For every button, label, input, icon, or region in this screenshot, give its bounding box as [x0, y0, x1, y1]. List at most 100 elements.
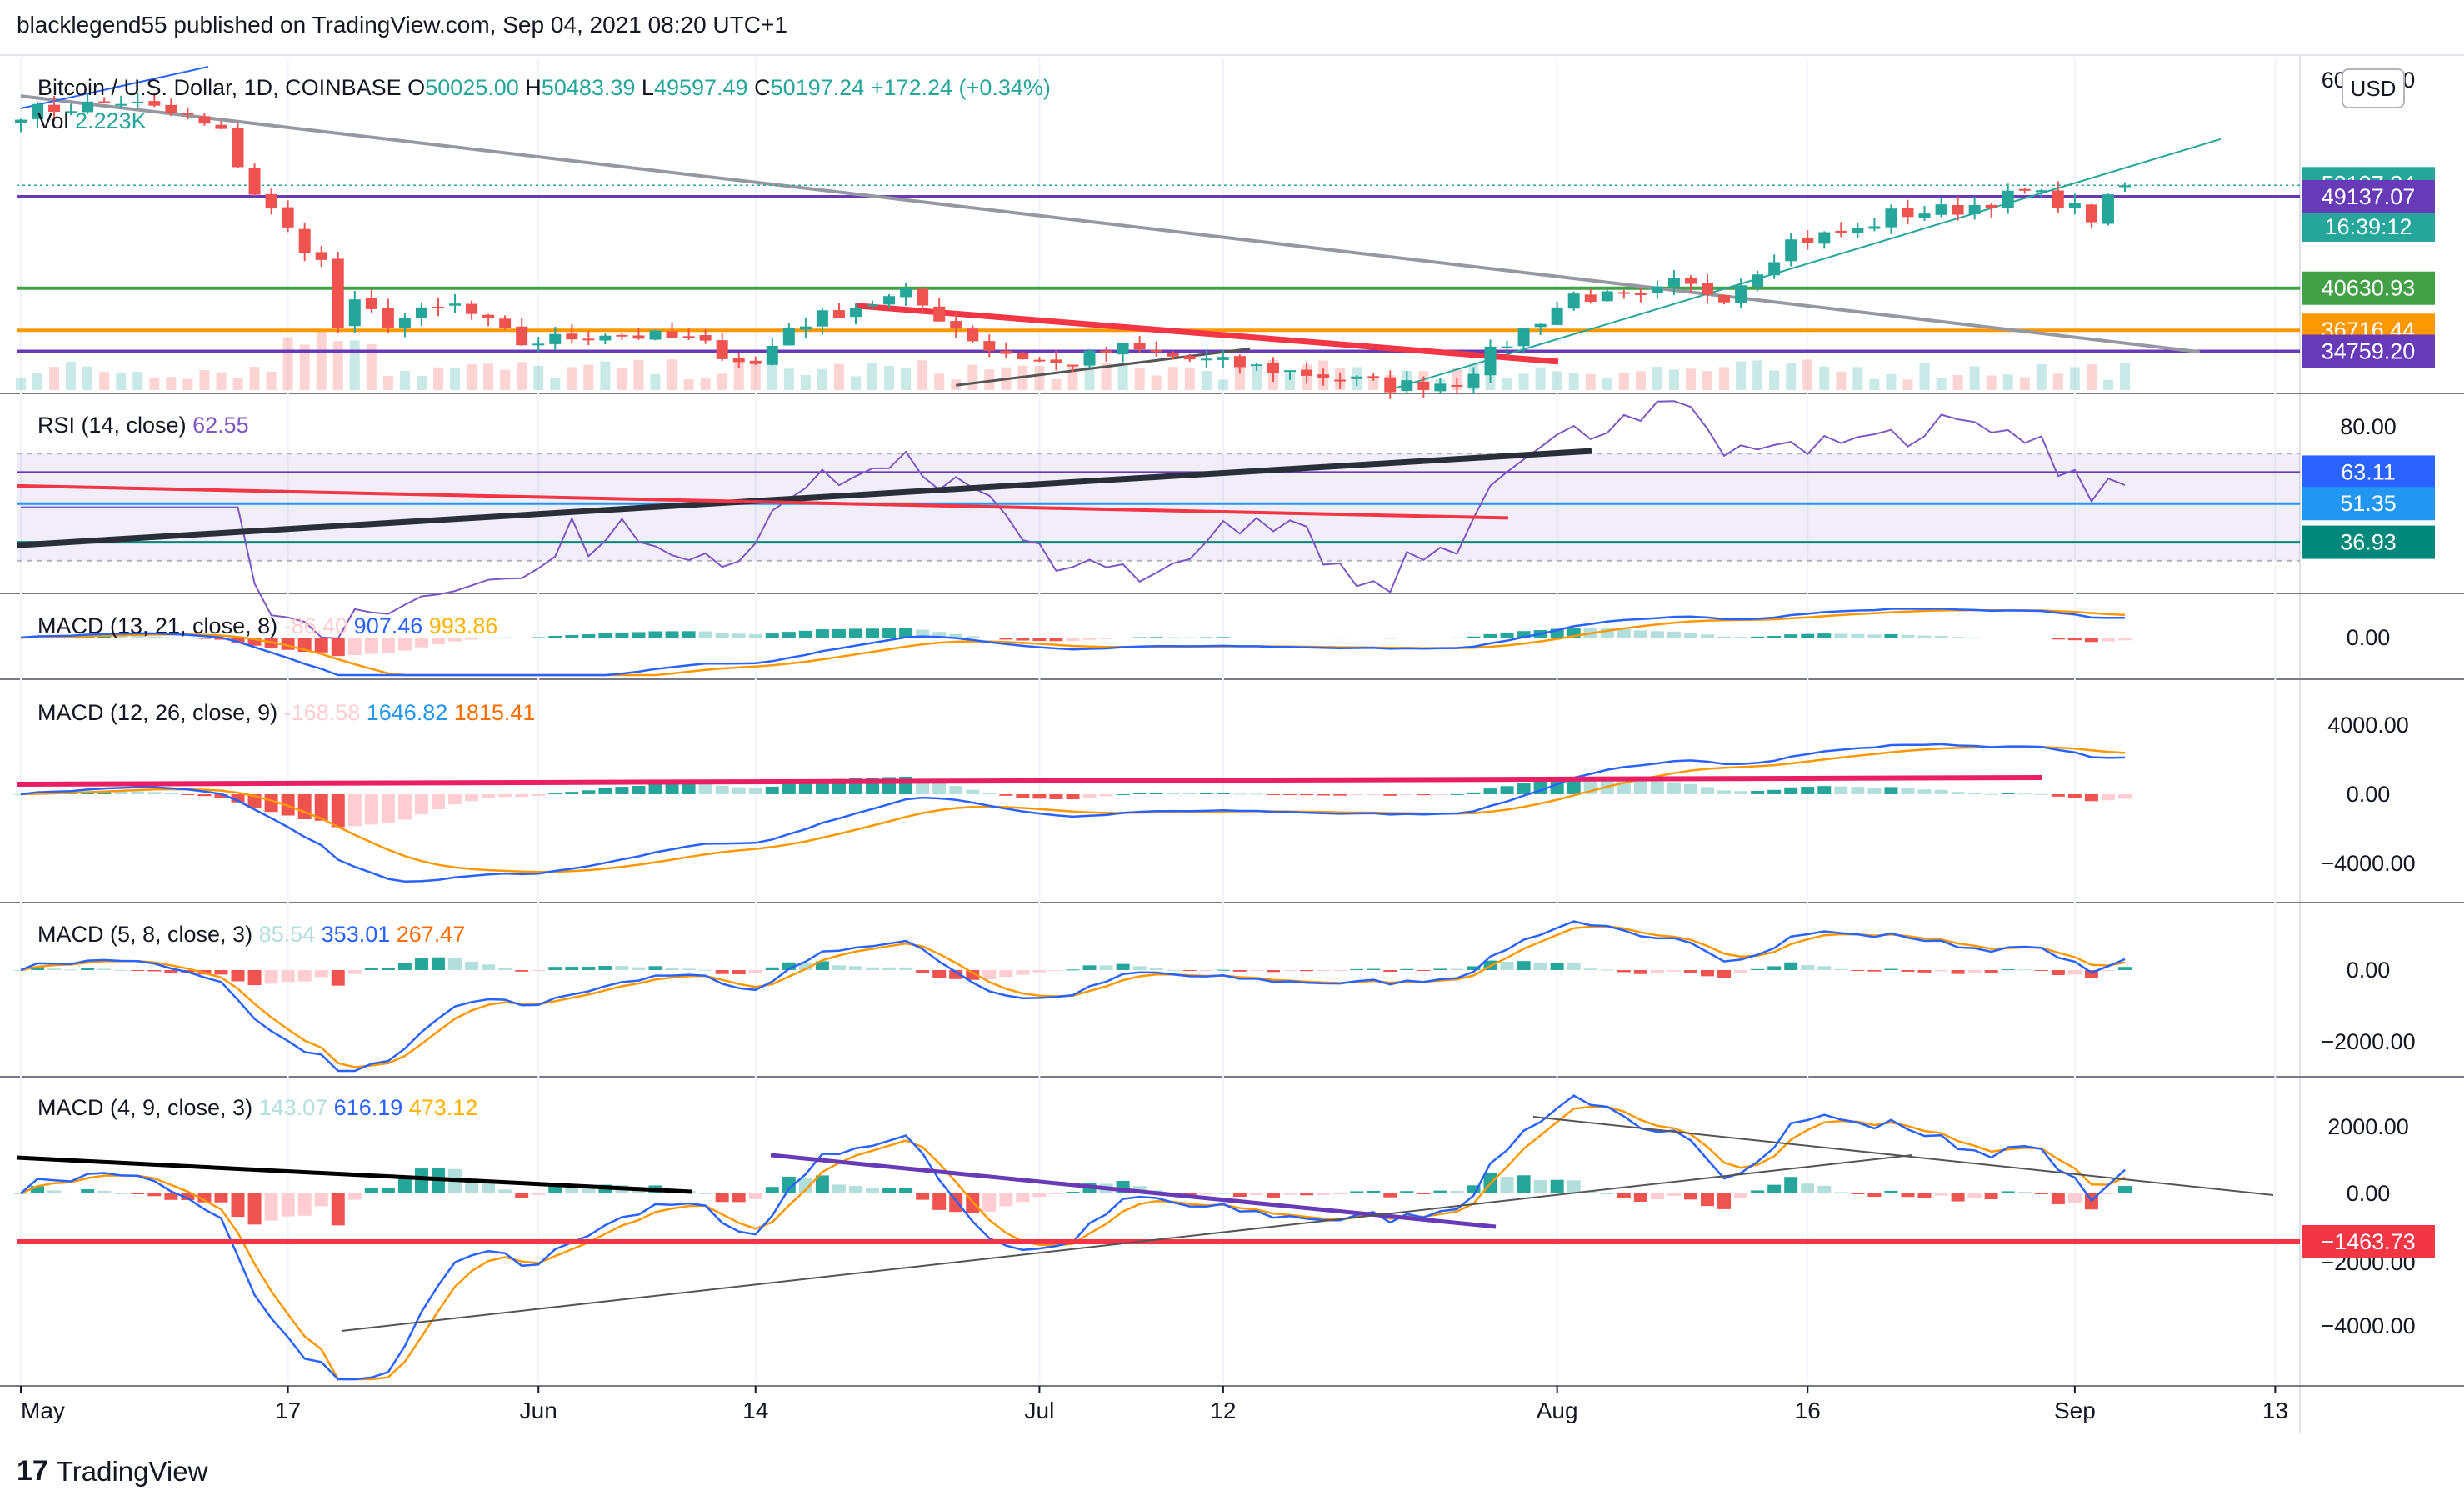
- histogram-bar: [1667, 782, 1681, 794]
- histogram-bar: [147, 1193, 162, 1197]
- histogram-bar: [448, 638, 462, 642]
- candle-body: [1284, 370, 1297, 373]
- histogram-bar: [1350, 1191, 1364, 1193]
- histogram-bar: [1583, 968, 1597, 970]
- volume-bar: [266, 371, 277, 390]
- histogram-bar: [414, 958, 428, 970]
- histogram-bar: [1984, 1193, 1998, 1200]
- histogram-bar: [682, 631, 696, 638]
- histogram-bar: [197, 1193, 212, 1203]
- histogram-bar: [632, 632, 646, 638]
- histogram-bar: [1266, 794, 1280, 795]
- volume-bar: [1217, 379, 1228, 390]
- histogram-bar: [916, 629, 930, 638]
- currency-button[interactable]: USD: [2342, 68, 2405, 108]
- volume-bar: [1685, 368, 1696, 390]
- histogram-bar: [648, 631, 662, 638]
- price-label-bg: [2302, 487, 2435, 521]
- legend-value: Bitcoin / U.S. Dollar, 1D, COINBASE: [37, 75, 407, 100]
- legend-value: C: [754, 75, 771, 100]
- histogram-bar: [2001, 1191, 2015, 1193]
- histogram-bar: [1934, 789, 1948, 794]
- histogram-bar: [1032, 1193, 1047, 1198]
- histogram-bar: [1533, 1179, 1547, 1193]
- volume-bar: [667, 359, 677, 390]
- histogram-bar: [1851, 633, 1865, 638]
- histogram-bar: [231, 970, 245, 982]
- histogram-bar: [1066, 794, 1080, 800]
- footer-brand[interactable]: 17 TradingView: [17, 1455, 207, 1488]
- legend-value: MACD (12, 26, close, 9): [37, 700, 284, 725]
- candle-body: [1935, 204, 1947, 215]
- candle-body: [1117, 343, 1129, 355]
- histogram-bar: [482, 964, 496, 970]
- legend-value: 1815.41: [454, 700, 536, 725]
- macd-4-9-pane[interactable]: [14, 1094, 2300, 1381]
- candle-body: [282, 207, 294, 228]
- histogram-bar: [1633, 1193, 1647, 1203]
- histogram-bar: [715, 633, 729, 638]
- price-axis-label: 2000.00: [2327, 1114, 2409, 1139]
- histogram-bar: [2067, 794, 2082, 798]
- histogram-bar: [1701, 787, 1715, 794]
- tradingview-logo-icon: 17: [17, 1455, 48, 1487]
- histogram-bar: [2051, 638, 2065, 640]
- volume-bar: [1184, 368, 1195, 390]
- histogram-bar: [899, 967, 913, 970]
- price-axis-label: 34759.20: [2322, 338, 2416, 363]
- price-axis-label: −1463.73: [2321, 1229, 2415, 1254]
- price-axis[interactable]: 60000.0050197.2416:39:1249137.0740630.93…: [2302, 68, 2435, 1338]
- legend-row: Bitcoin / U.S. Dollar, 1D, COINBASE O500…: [37, 75, 1051, 100]
- macd-5-8-pane[interactable]: [14, 920, 2132, 1073]
- histogram-bar: [331, 794, 345, 828]
- macd-12-26-pane[interactable]: [14, 743, 2132, 883]
- histogram-bar: [465, 638, 479, 640]
- histogram-bar: [397, 794, 412, 820]
- histogram-bar: [1266, 1193, 1280, 1198]
- histogram-bar: [1082, 638, 1097, 640]
- volume-bar: [2019, 377, 2030, 390]
- histogram-bar: [999, 638, 1013, 640]
- macd-13-21-pane[interactable]: [14, 608, 2132, 677]
- histogram-bar: [197, 794, 212, 797]
- candle-body: [1017, 353, 1029, 360]
- histogram-bar: [1600, 628, 1614, 638]
- histogram-bar: [932, 970, 947, 978]
- price-axis-label: 80.00: [2340, 414, 2397, 439]
- histogram-bar: [2118, 794, 2132, 799]
- histogram-bar: [682, 783, 696, 794]
- histogram-bar: [1817, 633, 1832, 638]
- legend-value: 50025.00: [425, 75, 525, 100]
- histogram-bar: [815, 629, 829, 638]
- histogram-bar: [665, 968, 679, 970]
- rsi-pane[interactable]: [16, 400, 2300, 640]
- countdown-bg: [2302, 212, 2435, 242]
- histogram-bar: [665, 631, 679, 638]
- histogram-bar: [798, 962, 812, 970]
- volume-bar: [349, 340, 360, 390]
- histogram-bar: [1232, 1193, 1247, 1198]
- histogram-bar: [1500, 786, 1514, 794]
- histogram-bar: [949, 786, 963, 794]
- candle-body: [2102, 194, 2114, 224]
- legend-value: 616.19: [334, 1095, 409, 1120]
- histogram-bar: [247, 638, 262, 646]
- histogram-bar: [114, 636, 128, 638]
- histogram-bar: [14, 970, 27, 971]
- histogram-bar: [1550, 1179, 1564, 1193]
- histogram-bar: [1851, 970, 1865, 971]
- candle-body: [1735, 285, 1747, 303]
- candle-body: [2068, 203, 2081, 208]
- volume-bar: [2086, 364, 2097, 390]
- histogram-bar: [97, 791, 112, 794]
- candle-body: [867, 304, 879, 307]
- price-pane[interactable]: [15, 66, 2300, 399]
- histogram-bar: [331, 1193, 345, 1226]
- candle-body: [32, 103, 44, 119]
- legend-row: RSI (14, close) 62.55: [37, 413, 249, 438]
- time-axis[interactable]: May 17 Jun 14 Jul 12 Aug 16 Sep 13: [20, 1386, 2288, 1423]
- legend-value: 353.01: [322, 922, 397, 947]
- histogram-bar: [1333, 1193, 1347, 1195]
- histogram-bar: [1182, 970, 1197, 972]
